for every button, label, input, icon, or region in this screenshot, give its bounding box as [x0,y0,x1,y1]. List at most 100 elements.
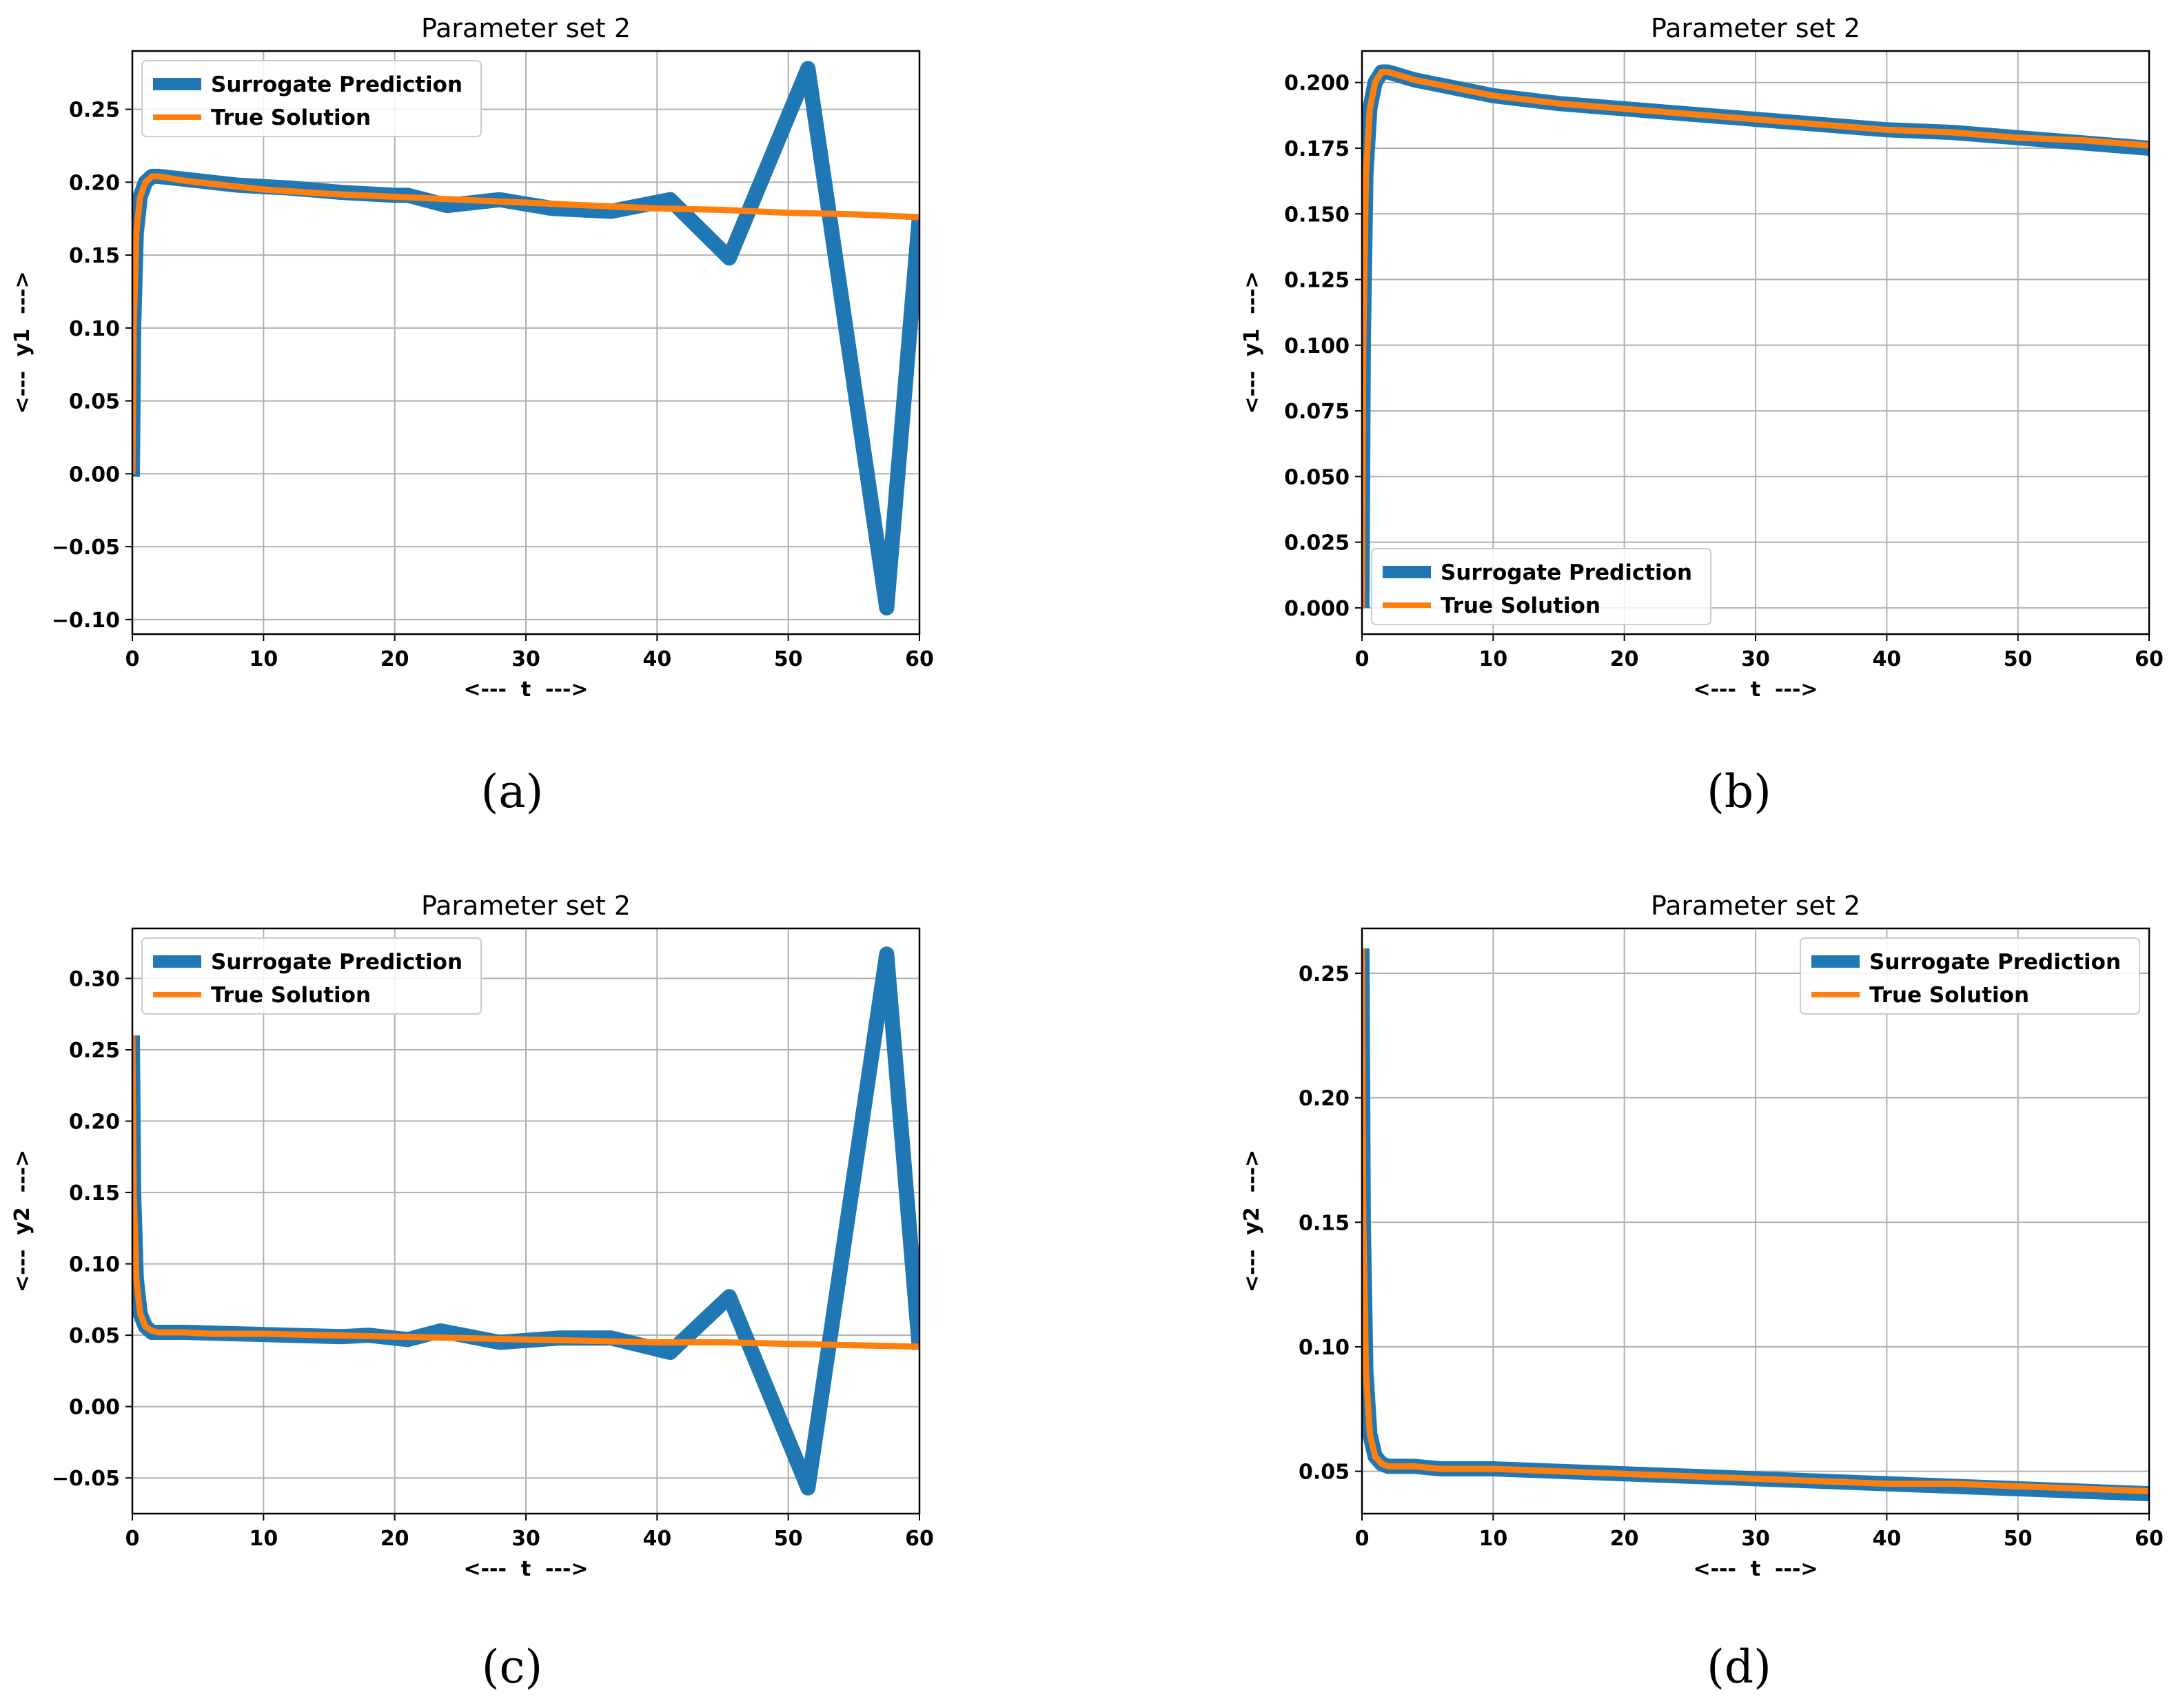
caption-c: (c) [481,1640,543,1694]
y-tick-label: 0.20 [69,1110,120,1135]
x-tick-label: 10 [249,1527,278,1551]
y-tick-label: −0.05 [52,1467,120,1491]
legend: Surrogate Prediction True Solution [141,60,482,137]
x-tick-label: 30 [1741,1527,1770,1551]
x-tick-label: 60 [905,647,934,671]
x-tick-label: 10 [1478,1527,1507,1551]
legend-label-surrogate: Surrogate Prediction [1869,950,2121,975]
chart-c: 0 10 20 30 40 50 60 −0.05 0.00 0.05 0.10 0.15 0.20 0.… [10,891,934,1581]
x-tick-label: 0 [125,647,140,671]
x-tick-label: 50 [774,1527,803,1551]
legend-label-surrogate: Surrogate Prediction [211,950,462,975]
legend: Surrogate Prediction True Solution [1800,937,2140,1015]
y-tick-label: −0.05 [52,536,120,560]
caption-b: (b) [1707,765,1771,818]
legend-label-true: True Solution [1869,983,2029,1008]
y-tick-label: 0.20 [1299,1087,1350,1111]
y-tick-label: 0.05 [1299,1461,1350,1485]
x-axis-label: <--- t ---> [463,678,588,702]
legend-box [1371,548,1711,625]
y-tick-label: 0.050 [1284,465,1350,489]
y-tick-label: 0.025 [1284,531,1350,556]
caption-a: (a) [480,765,544,818]
y-tick-label: 0.20 [69,171,120,195]
y-tick-label: 0.175 [1284,137,1350,161]
x-axis-label: <--- t ---> [1693,1557,1818,1581]
x-tick-label: 40 [1872,647,1901,671]
legend-box [141,937,482,1015]
y-tick-label: 0.15 [69,1181,120,1206]
x-tick-label: 30 [1741,647,1770,671]
y-tick-label: 0.00 [69,462,120,487]
x-tick-label: 60 [905,1527,934,1551]
legend-label-true: True Solution [211,983,371,1008]
legend-label-true: True Solution [211,105,371,130]
x-tick-label: 30 [511,1527,540,1551]
legend-label-surrogate: Surrogate Prediction [211,72,462,97]
series-line-true [132,173,919,474]
x-tick-label: 20 [1610,647,1639,671]
y-tick-label: 0.05 [69,1324,120,1348]
x-tick-label: 20 [1610,1527,1639,1551]
legend-label-true: True Solution [1441,593,1600,618]
x-tick-label: 10 [249,647,278,671]
x-tick-label: 40 [1872,1527,1901,1551]
x-tick-label: 20 [380,1527,409,1551]
y-tick-label: 0.10 [69,317,120,341]
legend: Surrogate Prediction True Solution [141,937,482,1015]
legend: Surrogate Prediction True Solution [1371,548,1711,625]
y-axis-label: <--- y1 ---> [10,271,34,414]
x-tick-label: 40 [642,1527,671,1551]
x-tick-label: 0 [125,1527,140,1551]
y-tick-label: 0.05 [69,390,120,414]
caption-d: (d) [1707,1640,1771,1694]
y-tick-label: 0.10 [69,1253,120,1277]
y-tick-label: −0.10 [52,609,120,633]
x-tick-label: 50 [2004,647,2033,671]
axes-frame [131,927,921,1515]
chart-b: 0 10 20 30 40 50 60 0.000 0.025 0.050 0.075 0.100 0.… [1240,13,2164,702]
series-line-true [1362,948,2149,1494]
x-tick-label: 0 [1355,1527,1370,1551]
chart-d: 0 10 20 30 40 50 60 0.05 0.10 0.15 0.20 0.25 Paramet… [1240,891,2164,1581]
x-axis-label: <--- t ---> [1693,678,1818,702]
y-axis-label: <--- y2 ---> [10,1150,34,1292]
axes-frame [131,50,921,636]
y-tick-label: 0.10 [1299,1336,1350,1360]
x-tick-label: 60 [2135,647,2164,671]
chart-title: Parameter set 2 [1651,13,1860,43]
x-tick-label: 20 [380,647,409,671]
series-line-true [132,1035,919,1350]
x-tick-label: 10 [1478,647,1507,671]
axes-frame [1361,927,2150,1515]
y-tick-label: 0.15 [69,244,120,268]
y-tick-label: 0.25 [1299,962,1350,986]
y-tick-label: 0.25 [69,1039,120,1063]
axes-frame [1361,50,2150,636]
y-tick-label: 0.25 [69,99,120,123]
y-tick-label: 0.100 [1284,334,1350,358]
chart-a: 0 10 20 30 40 50 60 −0.10 −0.05 0.00 0.05 0.10 0.15 0… [10,13,934,702]
y-tick-label: 0.000 [1284,597,1350,621]
legend-box [1800,937,2140,1015]
x-tick-label: 40 [642,647,671,671]
legend-box [141,60,482,137]
y-tick-label: 0.150 [1284,203,1350,227]
legend-label-surrogate: Surrogate Prediction [1441,560,1692,585]
x-tick-label: 50 [2004,1527,2033,1551]
y-axis-label: <--- y1 ---> [1240,271,1264,414]
chart-title: Parameter set 2 [421,13,631,43]
x-tick-label: 30 [511,647,540,671]
chart-title: Parameter set 2 [1651,891,1860,921]
y-axis-label: <--- y2 ---> [1240,1150,1264,1292]
x-tick-label: 0 [1355,647,1370,671]
y-tick-label: 0.00 [69,1396,120,1420]
x-tick-label: 60 [2135,1527,2164,1551]
y-tick-label: 0.125 [1284,269,1350,293]
series-line-true [1362,69,2149,608]
chart-title: Parameter set 2 [421,891,631,921]
y-tick-label: 0.075 [1284,400,1350,424]
x-axis-label: <--- t ---> [463,1557,588,1581]
y-tick-label: 0.30 [69,967,120,991]
